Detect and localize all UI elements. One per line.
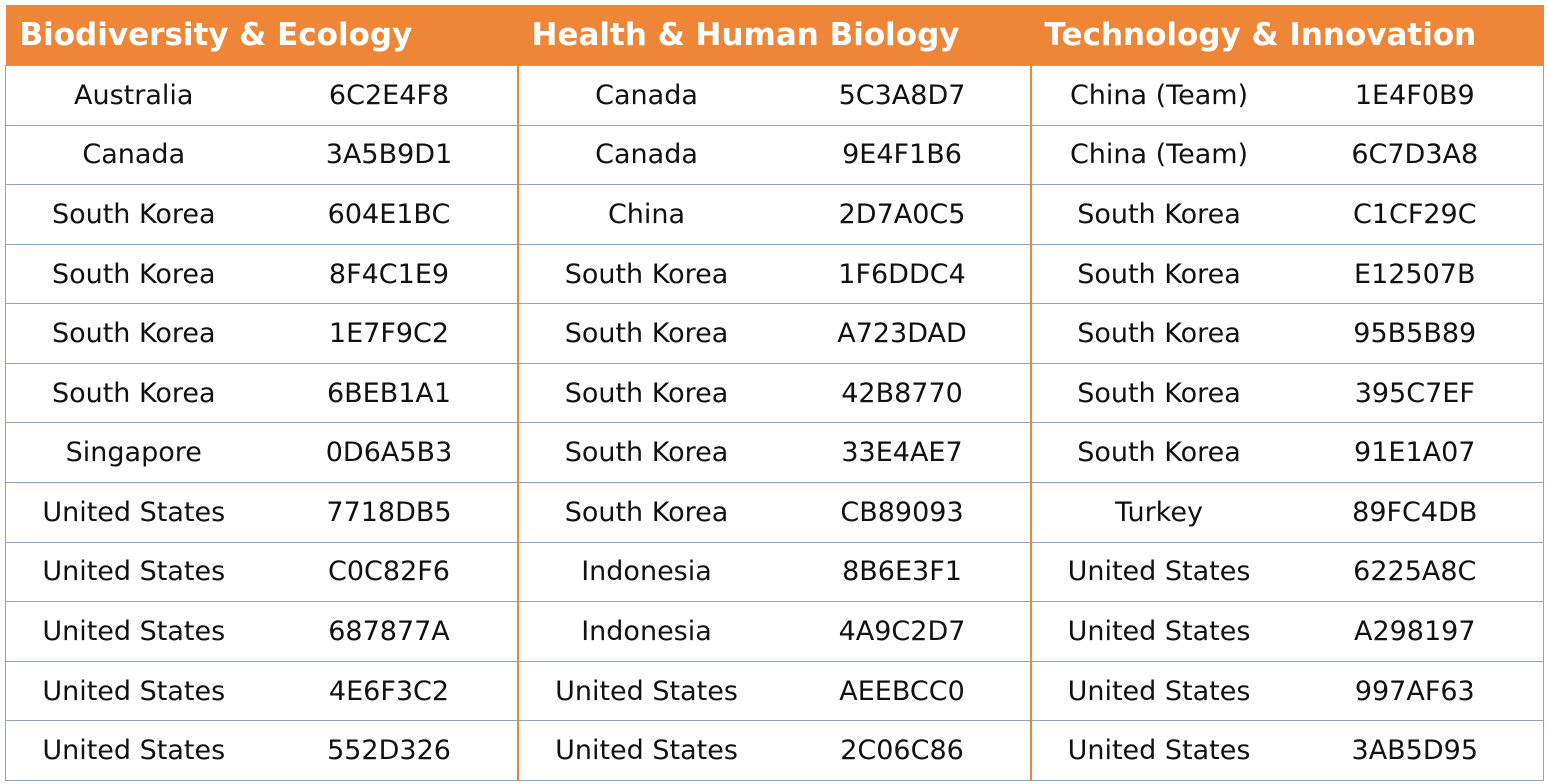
country-cell: South Korea — [517, 482, 775, 543]
code-cell: 3A5B9D1 — [261, 125, 519, 186]
code-cell: 6C7D3A8 — [1286, 125, 1545, 186]
code-cell: 0D6A5B3 — [261, 422, 519, 484]
group-header-biodiversity: Biodiversity & Ecology — [5, 5, 518, 66]
country-cell: South Korea — [5, 363, 262, 424]
code-cell: E12507B — [1286, 244, 1545, 305]
code-cell: 997AF63 — [1286, 661, 1545, 722]
country-cell: Canada — [5, 125, 262, 186]
code-cell: 91E1A07 — [1286, 422, 1545, 484]
country-cell: South Korea — [5, 184, 262, 245]
code-cell: 2D7A0C5 — [774, 184, 1032, 245]
table-body: Australia 6C2E4F8 Canada 5C3A8D7 China (Team… — [5, 65, 1545, 781]
code-cell: 395C7EF — [1286, 363, 1545, 424]
code-cell: 33E4AE7 — [774, 422, 1032, 484]
header-row: Biodiversity & Ecology Health & Human Bi… — [5, 5, 1544, 66]
country-cell: Canada — [517, 125, 775, 186]
table-row: Canada 3A5B9D1 Canada 9E4F1B6 China (Team) 6C… — [5, 125, 1545, 186]
table-row: South Korea 604E1BC China 2D7A0C5 South Kore… — [5, 184, 1545, 245]
group-header-technology: Technology & Innovation — [1030, 5, 1544, 66]
country-cell: United States — [5, 542, 262, 603]
code-cell: AEEBCC0 — [774, 661, 1032, 722]
table-row: United States 4E6F3C2 United States AEEBCC0… — [5, 661, 1545, 722]
country-cell: South Korea — [517, 422, 775, 484]
country-cell: United States — [1030, 601, 1287, 662]
table-row: South Korea 6BEB1A1 South Korea 42B8770 Sout… — [5, 363, 1545, 424]
code-cell: 95B5B89 — [1286, 303, 1545, 364]
table-row: United States 7718DB5 South Korea CB89093 Tu… — [5, 482, 1545, 543]
country-cell: United States — [1030, 720, 1287, 781]
country-cell: United States — [1030, 542, 1287, 603]
code-cell: 604E1BC — [261, 184, 519, 245]
code-cell: 552D326 — [261, 720, 519, 781]
code-cell: 8B6E3F1 — [774, 542, 1032, 603]
table-row: South Korea 1E7F9C2 South Korea A723DAD Sout… — [5, 303, 1545, 364]
code-cell: 6C2E4F8 — [261, 65, 519, 126]
country-cell: South Korea — [1030, 363, 1287, 424]
table-row: South Korea 8F4C1E9 South Korea 1F6DDC4 Sout… — [5, 244, 1545, 305]
country-cell: United States — [5, 482, 262, 543]
country-cell: South Korea — [1030, 303, 1287, 364]
code-cell: 4E6F3C2 — [261, 661, 519, 722]
code-cell: 1F6DDC4 — [774, 244, 1032, 305]
code-cell: A723DAD — [774, 303, 1032, 364]
country-cell: South Korea — [517, 363, 775, 424]
table-row: United States 687877A Indonesia 4A9C2D7 Unit… — [5, 601, 1545, 662]
country-cell: Turkey — [1030, 482, 1287, 543]
country-cell: South Korea — [1030, 244, 1287, 305]
country-cell: Australia — [5, 65, 262, 126]
code-cell: 9E4F1B6 — [774, 125, 1032, 186]
code-cell: C0C82F6 — [261, 542, 519, 603]
code-cell: 89FC4DB — [1286, 482, 1545, 543]
code-cell: 6225A8C — [1286, 542, 1545, 603]
code-cell: 1E4F0B9 — [1286, 65, 1545, 126]
country-cell: Indonesia — [517, 542, 775, 603]
code-cell: CB89093 — [774, 482, 1032, 543]
country-cell: China (Team) — [1030, 65, 1287, 126]
country-cell: United States — [517, 661, 775, 722]
code-cell: 687877A — [261, 601, 519, 662]
code-cell: 6BEB1A1 — [261, 363, 519, 424]
code-cell: 4A9C2D7 — [774, 601, 1032, 662]
code-cell: 2C06C86 — [774, 720, 1032, 781]
table-row: Singapore 0D6A5B3 South Korea 33E4AE7 South … — [5, 422, 1545, 484]
country-cell: United States — [1030, 661, 1287, 722]
country-cell: South Korea — [5, 303, 262, 364]
country-cell: Canada — [517, 65, 775, 126]
country-cell: South Korea — [517, 303, 775, 364]
table-row: United States C0C82F6 Indonesia 8B6E3F1 Unit… — [5, 542, 1545, 603]
country-cell: Indonesia — [517, 601, 775, 662]
table-row: Australia 6C2E4F8 Canada 5C3A8D7 China (Team… — [5, 65, 1545, 126]
code-cell: 7718DB5 — [261, 482, 519, 543]
country-cell: South Korea — [1030, 422, 1287, 484]
group-header-health: Health & Human Biology — [517, 5, 1031, 66]
code-cell: 8F4C1E9 — [261, 244, 519, 305]
country-cell: South Korea — [1030, 184, 1287, 245]
code-cell: 42B8770 — [774, 363, 1032, 424]
country-cell: South Korea — [5, 244, 262, 305]
results-table: Biodiversity & Ecology Health & Human Bi… — [5, 5, 1545, 781]
table-row: United States 552D326 United States 2C06C86… — [5, 720, 1545, 781]
country-cell: South Korea — [517, 244, 775, 305]
country-cell: China (Team) — [1030, 125, 1287, 186]
code-cell: 1E7F9C2 — [261, 303, 519, 364]
code-cell: C1CF29C — [1286, 184, 1545, 245]
country-cell: United States — [5, 720, 262, 781]
code-cell: 3AB5D95 — [1286, 720, 1545, 781]
code-cell: A298197 — [1286, 601, 1545, 662]
country-cell: United States — [517, 720, 775, 781]
country-cell: United States — [5, 601, 262, 662]
code-cell: 5C3A8D7 — [774, 65, 1032, 126]
country-cell: United States — [5, 661, 262, 722]
country-cell: Singapore — [5, 422, 262, 484]
country-cell: China — [517, 184, 775, 245]
